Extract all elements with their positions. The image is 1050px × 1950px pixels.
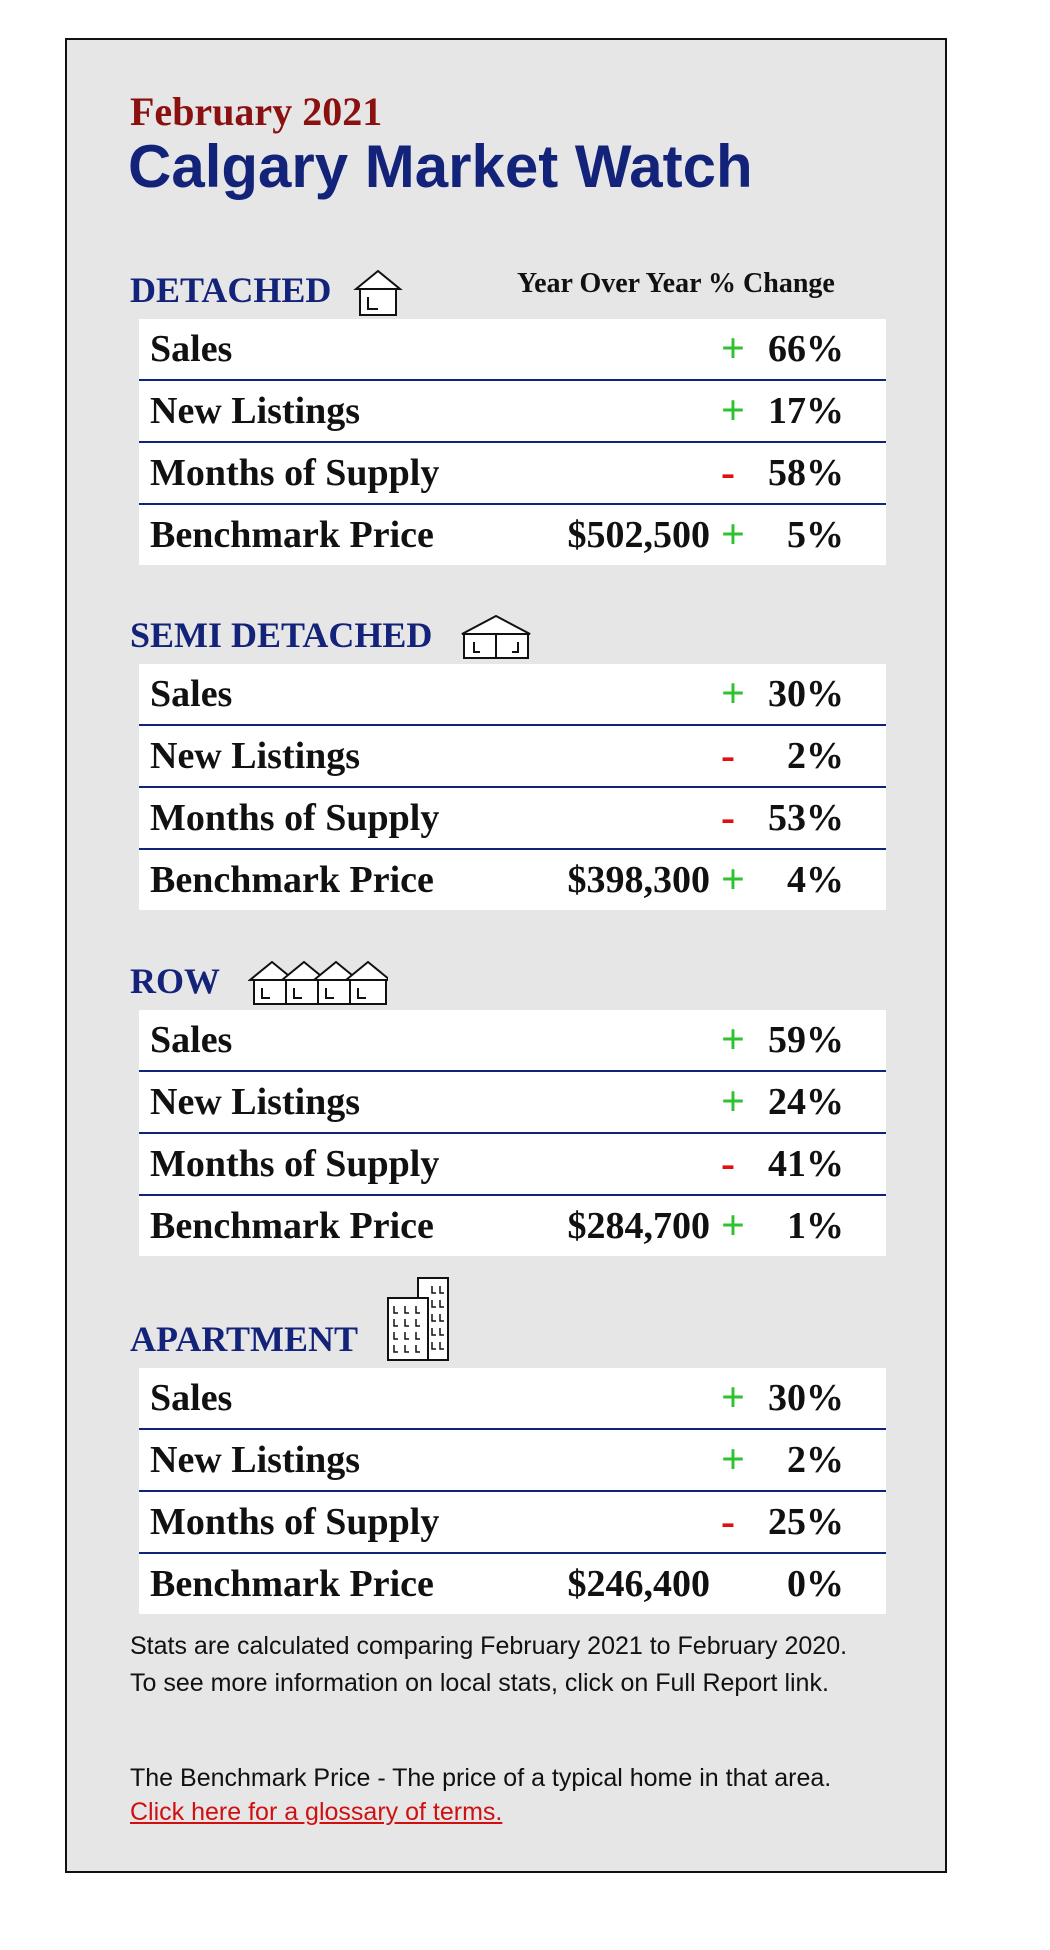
row-label: Months of Supply [150,452,440,494]
stats-row: Months of Supply -25% [139,1492,886,1554]
stats-row: Sales +30% [139,664,886,726]
change-sign: + [721,1375,745,1421]
change-value: 17% [768,390,844,432]
section-name: DETACHED [130,270,332,310]
stats-table: Sales +59% New Listings +24% Months of Suppl… [139,1010,886,1256]
change-value: 4% [787,859,844,901]
section-icon [461,614,531,659]
row-label: Months of Supply [150,797,440,839]
row-label: Benchmark Price [150,1563,434,1605]
row-label: Benchmark Price [150,859,434,901]
row-label: New Listings [150,390,361,432]
change-sign: - [721,1141,735,1187]
change-value: 24% [768,1081,844,1123]
change-value: 66% [768,328,844,370]
row-label: Benchmark Price [150,514,434,556]
stats-table: Sales +30% New Listings - 2% Months of Supply… [139,664,886,910]
stats-row: Benchmark Price $284,700 +1% [139,1196,886,1256]
row-label: New Listings [150,735,361,777]
report-title: Calgary Market Watch [128,133,753,200]
row-label: Benchmark Price [150,1205,434,1247]
report-month: February 2021 [130,89,383,134]
change-value: 2% [787,1439,844,1481]
change-sign: + [721,326,745,372]
stats-table: Sales +66% New Listings +17% Months of Suppl… [139,319,886,565]
stats-row: New Listings +17% [139,381,886,443]
market-card: February 2021 Calgary Market Watch Year … [65,38,947,1873]
stats-row: Sales +30% [139,1368,886,1430]
change-sign: + [721,1017,745,1063]
change-value: 59% [768,1019,844,1061]
section-icon [248,960,388,1005]
benchmark-price: $502,500 [567,514,711,556]
stats-row: Sales +59% [139,1010,886,1072]
change-sign: - [721,1499,735,1545]
stats-table: Sales +30% New Listings +2% Months of Supply… [139,1368,886,1614]
change-sign: + [721,512,745,558]
glossary-link[interactable]: Click here for a glossary of terms. [130,1798,503,1826]
change-sign: - [721,733,735,779]
stats-row: Months of Supply -53% [139,788,886,850]
change-sign: + [721,1437,745,1483]
stats-row: Benchmark Price $502,500 +5% [139,505,886,565]
change-value: 5% [787,514,844,556]
stats-row: New Listings +24% [139,1072,886,1134]
row-label: Sales [150,1377,233,1419]
change-sign: + [721,671,745,717]
change-value: 1% [787,1205,844,1247]
change-value: 41% [768,1143,844,1185]
row-label: Sales [150,673,233,715]
change-value: 58% [768,452,844,494]
row-label: Months of Supply [150,1143,440,1185]
change-value: 25% [768,1501,844,1543]
change-value: 30% [768,1377,844,1419]
stats-row: New Listings +2% [139,1430,886,1492]
change-sign: - [721,795,735,841]
section-icon [387,1277,449,1361]
change-sign: + [721,857,745,903]
change-sign: + [721,1203,745,1249]
change-sign: + [721,1079,745,1125]
stats-row: Benchmark Price $398,300 +4% [139,850,886,910]
change-value: 2% [787,735,844,777]
stats-row: Months of Supply -41% [139,1134,886,1196]
row-label: Sales [150,328,233,370]
section-name: APARTMENT [130,1319,359,1359]
section-icon [353,269,403,316]
section-name: SEMI DETACHED [130,615,433,655]
row-label: New Listings [150,1081,361,1123]
stats-row: Sales +66% [139,319,886,381]
change-sign: - [721,450,735,496]
benchmark-price: $284,700 [567,1205,711,1247]
column-header: Year Over Year % Change [517,268,835,299]
footer-note: Stats are calculated comparing February … [130,1632,848,1697]
stats-row: Benchmark Price $246,400 0% [139,1554,886,1614]
stats-row: New Listings - 2% [139,726,886,788]
stats-row: Months of Supply -58% [139,443,886,505]
row-label: New Listings [150,1439,361,1481]
row-label: Sales [150,1019,233,1061]
section-name: ROW [130,961,220,1001]
benchmark-price: $246,400 [567,1563,711,1605]
row-label: Months of Supply [150,1501,440,1543]
change-value: 53% [768,797,844,839]
change-value: 0% [787,1563,844,1605]
change-value: 30% [768,673,844,715]
benchmark-price: $398,300 [567,859,711,901]
change-sign: + [721,388,745,434]
footer-definition: The Benchmark Price - The price of a typ… [130,1764,832,1792]
